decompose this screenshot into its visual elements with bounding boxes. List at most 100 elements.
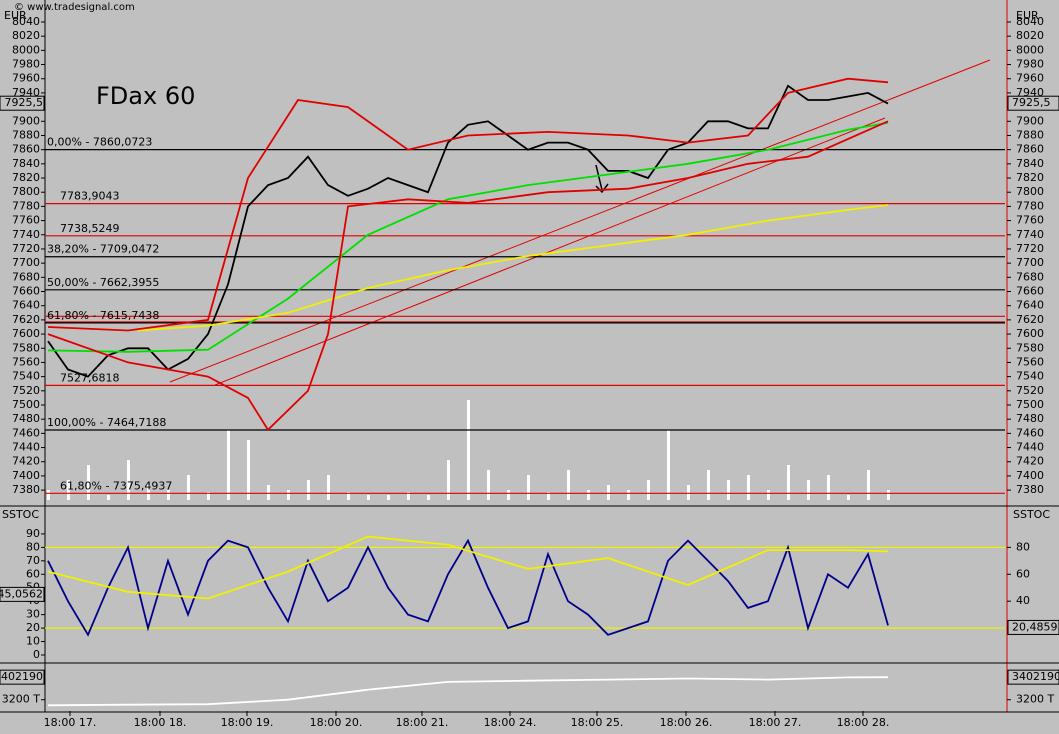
volume-bar — [167, 490, 170, 500]
y-tick-label: 7480 — [12, 412, 40, 425]
y-tick-label: 7680 — [1016, 270, 1044, 283]
y-tick-label: 7400 — [12, 469, 40, 482]
y-tick-label: 7520 — [1016, 384, 1044, 397]
volume-bar — [787, 465, 790, 500]
y-tick-label: 7640 — [1016, 299, 1044, 312]
volume-bar — [267, 485, 270, 500]
volume-bar — [87, 465, 90, 500]
volume-bar — [287, 490, 290, 500]
y-tick-label: 8000 — [12, 43, 40, 56]
series-line — [47, 84, 889, 378]
value-box — [1007, 95, 1059, 111]
y-axis-label: SSTOC — [2, 508, 39, 521]
y-tick-label: 7740 — [1016, 228, 1044, 241]
y-tick-label: 7740 — [12, 228, 40, 241]
y-tick-label: 7400 — [1016, 469, 1044, 482]
series-line — [137, 204, 889, 332]
y-tick-label: 7980 — [1016, 58, 1044, 71]
level-label: 7738,5249 — [60, 222, 120, 235]
volume-bar — [847, 495, 850, 500]
value-label: 7925,5 — [5, 96, 44, 109]
level-label: 38,20% - 7709,0472 — [47, 243, 159, 256]
source: © www.tradesignal.com — [14, 2, 135, 13]
arrow-annotation — [595, 164, 609, 194]
volume-bar — [67, 480, 70, 500]
y-tick-label: 7640 — [12, 299, 40, 312]
volume-bar — [247, 440, 250, 500]
y-tick-label: 7380 — [1016, 483, 1044, 496]
volume-bar — [547, 492, 550, 500]
volume-bar — [887, 490, 890, 500]
y-tick-label: 7600 — [12, 327, 40, 340]
x-tick-label: 18:00 26. — [660, 716, 713, 729]
y2-tick-label: 80 — [1016, 540, 1030, 553]
volume-bar — [467, 400, 470, 500]
volume-bar — [807, 480, 810, 500]
series-line — [47, 121, 889, 353]
y-tick-label: 7440 — [12, 441, 40, 454]
y2-tick-label: 40 — [1016, 594, 1030, 607]
y-tick-label: 7660 — [12, 285, 40, 298]
value-box — [0, 669, 45, 685]
x-tick-label: 18:00 20. — [310, 716, 363, 729]
y-tick-label: 7520 — [12, 384, 40, 397]
volume-bar — [367, 495, 370, 500]
volume-bar — [207, 492, 210, 500]
volume-bar — [747, 475, 750, 500]
series-line — [47, 77, 889, 332]
y-tick-label: 7500 — [12, 398, 40, 411]
y-tick-label: 60 — [26, 567, 40, 580]
volume-bar — [707, 470, 710, 500]
volume-bar — [327, 475, 330, 500]
value-label: 3402190 — [1012, 670, 1059, 683]
volume-bar — [527, 475, 530, 500]
level-label: 50,00% - 7662,3955 — [47, 276, 159, 289]
y2-tick-label: 60 — [1016, 567, 1030, 580]
y-tick-label: 7460 — [1016, 426, 1044, 439]
y-tick-label: 7960 — [1016, 72, 1044, 85]
y-tick-label: 7840 — [1016, 157, 1044, 170]
volume-bar — [507, 490, 510, 500]
value-box — [1007, 619, 1059, 635]
y-tick-label: 7420 — [12, 455, 40, 468]
y-tick-label: 7380 — [12, 483, 40, 496]
volume-bar — [487, 470, 490, 500]
value-label: 20,4859 — [1012, 620, 1058, 633]
y-tick-label: 30 — [26, 608, 40, 621]
y-tick-label: 3200 T — [1016, 693, 1054, 706]
y-axis-label: EUR — [1016, 9, 1039, 22]
level-label: 7527,6818 — [60, 371, 120, 384]
value-label: 3402190 — [0, 670, 43, 683]
y-tick-label: 80 — [26, 540, 40, 553]
y-tick-label: 20 — [26, 621, 40, 634]
volume-bar — [387, 495, 390, 500]
series-line — [47, 676, 889, 707]
volume-bar — [47, 490, 50, 500]
level-label: 100,00% - 7464,7188 — [47, 416, 166, 429]
x-tick-label: 18:00 18. — [134, 716, 187, 729]
y-tick-label: 7840 — [12, 157, 40, 170]
y-tick-label: 7480 — [1016, 412, 1044, 425]
volume-bar — [227, 430, 230, 500]
x-tick-label: 18:00 27. — [749, 716, 802, 729]
y-tick-label: 8020 — [1016, 29, 1044, 42]
y-tick-label: 7560 — [12, 355, 40, 368]
y-tick-label: 70 — [26, 554, 40, 567]
y-tick-label: 8040 — [1016, 15, 1044, 28]
volume-bar — [147, 485, 150, 500]
volume-bar — [567, 470, 570, 500]
y-tick-label: 7860 — [1016, 143, 1044, 156]
x-tick-label: 18:00 19. — [221, 716, 274, 729]
x-tick-label: 18:00 21. — [396, 716, 449, 729]
y-tick-label: 7620 — [1016, 313, 1044, 326]
y-tick-label: 7700 — [1016, 256, 1044, 269]
series-line — [47, 120, 889, 432]
volume-bar — [667, 430, 670, 500]
y-tick-label: 7680 — [12, 270, 40, 283]
volume-bar — [307, 480, 310, 500]
y-tick-label: 7780 — [12, 199, 40, 212]
y-tick-label: 0 — [33, 648, 40, 661]
y-tick-label: 10 — [26, 635, 40, 648]
y-tick-label: 7800 — [12, 185, 40, 198]
